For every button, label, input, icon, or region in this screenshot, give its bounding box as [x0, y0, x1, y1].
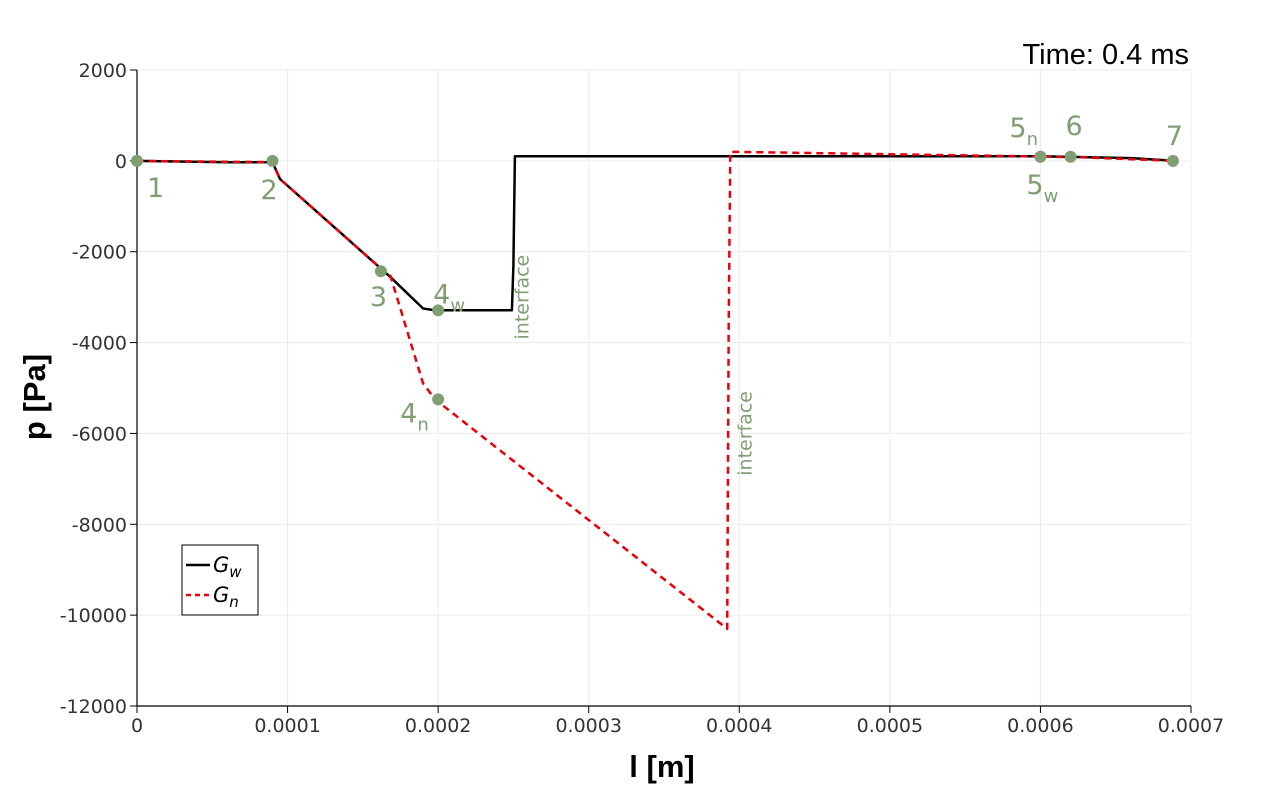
y-tick-label: -4000 [72, 333, 127, 355]
annotations: interface interface [512, 255, 757, 476]
y-tick-label: 0 [115, 151, 127, 173]
y-tick-label: -12000 [60, 696, 127, 718]
point-marker [1166, 154, 1179, 167]
point-marker [131, 154, 143, 167]
point-label: 5n [1009, 113, 1038, 150]
x-tick-label: 0 [131, 715, 143, 737]
time-label: Time: 0.4 ms [1022, 39, 1189, 71]
point-marker [266, 154, 279, 167]
point-marker [432, 304, 445, 317]
y-tick-label: -10000 [60, 605, 127, 627]
legend: Gw Gn [181, 544, 259, 616]
point-label: 6 [1066, 111, 1083, 142]
point-marker [374, 265, 387, 278]
x-tick-label: 0.0002 [405, 715, 471, 737]
series-line-gw [136, 155, 1176, 312]
point-label: 4w [433, 279, 465, 316]
x-tick-label: 0.0004 [706, 715, 772, 737]
y-tick-label: -6000 [72, 423, 127, 445]
point-label: 7 [1166, 121, 1183, 152]
series-line-gn [136, 150, 1176, 631]
point-label: 2 [261, 175, 278, 206]
legend-gn-label: Gn [213, 583, 239, 611]
x-tick-label: 0.0003 [555, 715, 621, 737]
point-label: 1 [147, 173, 164, 204]
x-tick-label: 0.0006 [1007, 715, 1073, 737]
x-tick-label: 0.0007 [1158, 715, 1224, 737]
x-tick-label: 0.0001 [254, 715, 320, 737]
x-tick-label: 0.0005 [857, 715, 923, 737]
point-marker [1034, 150, 1047, 163]
grid [136, 69, 1192, 707]
interface-label: interface [734, 391, 756, 476]
point-label: 5w [1026, 170, 1058, 207]
tick-labels: 0 0.0001 0.0002 0.0003 0.0004 0.0005 0.0006 0.0… [60, 60, 1225, 737]
y-axis-title: p [Pa] [17, 354, 52, 440]
point-marker [1064, 150, 1077, 163]
point-marker [432, 393, 445, 406]
legend-gw-label: Gw [213, 553, 242, 581]
x-axis-title: l [m] [629, 749, 694, 784]
point-markers: 1 2 3 4w 4n 5n 5w 6 7 [131, 111, 1183, 435]
point-label: 4n [400, 398, 429, 435]
interface-label: interface [512, 255, 534, 340]
axes [130, 69, 1192, 713]
y-tick-label: -8000 [72, 514, 127, 536]
legend-box [181, 544, 259, 616]
point-label: 3 [370, 282, 387, 313]
series-lines [136, 150, 1176, 631]
y-tick-label: 2000 [79, 60, 127, 82]
y-tick-label: -2000 [72, 242, 127, 264]
